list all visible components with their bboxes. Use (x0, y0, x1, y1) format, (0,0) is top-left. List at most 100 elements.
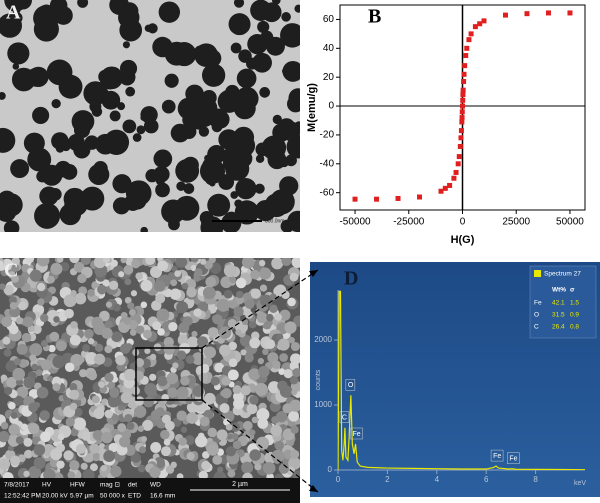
particle (135, 272, 143, 280)
particle (177, 334, 188, 345)
particle (183, 183, 195, 194)
particle (34, 202, 61, 229)
particle (93, 161, 108, 176)
x-tick-label: 0 (336, 475, 341, 484)
y-tick-label: 0 (328, 465, 333, 474)
particle (186, 452, 195, 461)
particle (176, 473, 184, 478)
particle (280, 23, 300, 48)
arrow (201, 269, 319, 349)
annotation: O (348, 382, 354, 389)
particle (170, 279, 178, 287)
particle (73, 417, 87, 431)
particle (64, 308, 74, 319)
particle (115, 354, 126, 366)
particle (191, 330, 198, 338)
particle (7, 42, 30, 65)
particle (94, 353, 106, 365)
particle (259, 294, 273, 308)
particle (105, 301, 113, 308)
point (460, 97, 466, 103)
particle (236, 68, 257, 89)
particle (211, 110, 230, 129)
particle (144, 383, 157, 396)
particle (160, 446, 171, 457)
particle (54, 6, 73, 25)
particle (103, 258, 110, 264)
particle (122, 119, 137, 134)
particle (8, 402, 16, 410)
point (472, 24, 478, 30)
point (453, 169, 459, 175)
particle (201, 90, 217, 106)
particle (89, 100, 102, 113)
particle (10, 159, 30, 179)
particle (69, 334, 81, 346)
particle (164, 73, 179, 88)
particle (233, 97, 256, 120)
particle (104, 372, 114, 383)
particle (131, 259, 141, 269)
particle (57, 258, 64, 263)
point (417, 194, 423, 200)
particle (129, 329, 137, 336)
point (460, 103, 465, 109)
particle (37, 282, 46, 292)
particle (36, 386, 49, 399)
particle (175, 258, 188, 268)
particle (294, 121, 300, 130)
particle (127, 302, 135, 310)
particle (197, 336, 209, 348)
particle (137, 464, 146, 473)
x-tick-label: 2 (385, 475, 390, 484)
particle (241, 461, 254, 474)
particle (248, 368, 261, 381)
particle (219, 403, 230, 414)
particle (225, 423, 233, 431)
point (457, 143, 463, 149)
particle (156, 308, 170, 322)
arrow-head (309, 270, 318, 277)
particle (50, 448, 63, 461)
particle (23, 132, 45, 154)
table-cell: O (534, 312, 539, 319)
particle (228, 358, 238, 368)
particle (254, 463, 262, 471)
particle (111, 414, 119, 422)
particle (16, 343, 28, 355)
particle (55, 340, 67, 352)
particle (165, 465, 175, 474)
particle (8, 324, 19, 335)
particle (178, 437, 187, 446)
particle (256, 436, 270, 450)
particle (109, 387, 120, 398)
particle (80, 258, 91, 266)
point (456, 154, 462, 160)
particle (80, 462, 88, 470)
annotation-box (507, 452, 520, 464)
particle (0, 458, 11, 470)
particle (235, 295, 245, 305)
particle (287, 297, 296, 307)
particle (246, 403, 258, 415)
particle (290, 449, 300, 459)
particle (259, 284, 268, 292)
info-header: 7/8/2017 (4, 482, 30, 489)
particle (214, 471, 223, 478)
particle (56, 460, 65, 469)
particle (49, 331, 60, 342)
particle (200, 258, 207, 265)
particle (193, 275, 201, 282)
particle (143, 118, 159, 134)
info-header: HV (42, 482, 52, 489)
particle (67, 471, 76, 478)
particle (13, 395, 24, 407)
particle (27, 147, 52, 172)
particle (194, 268, 203, 277)
particle (13, 357, 22, 366)
particle (98, 69, 113, 84)
particle (271, 258, 284, 270)
particle (167, 387, 178, 398)
particle (111, 331, 122, 343)
